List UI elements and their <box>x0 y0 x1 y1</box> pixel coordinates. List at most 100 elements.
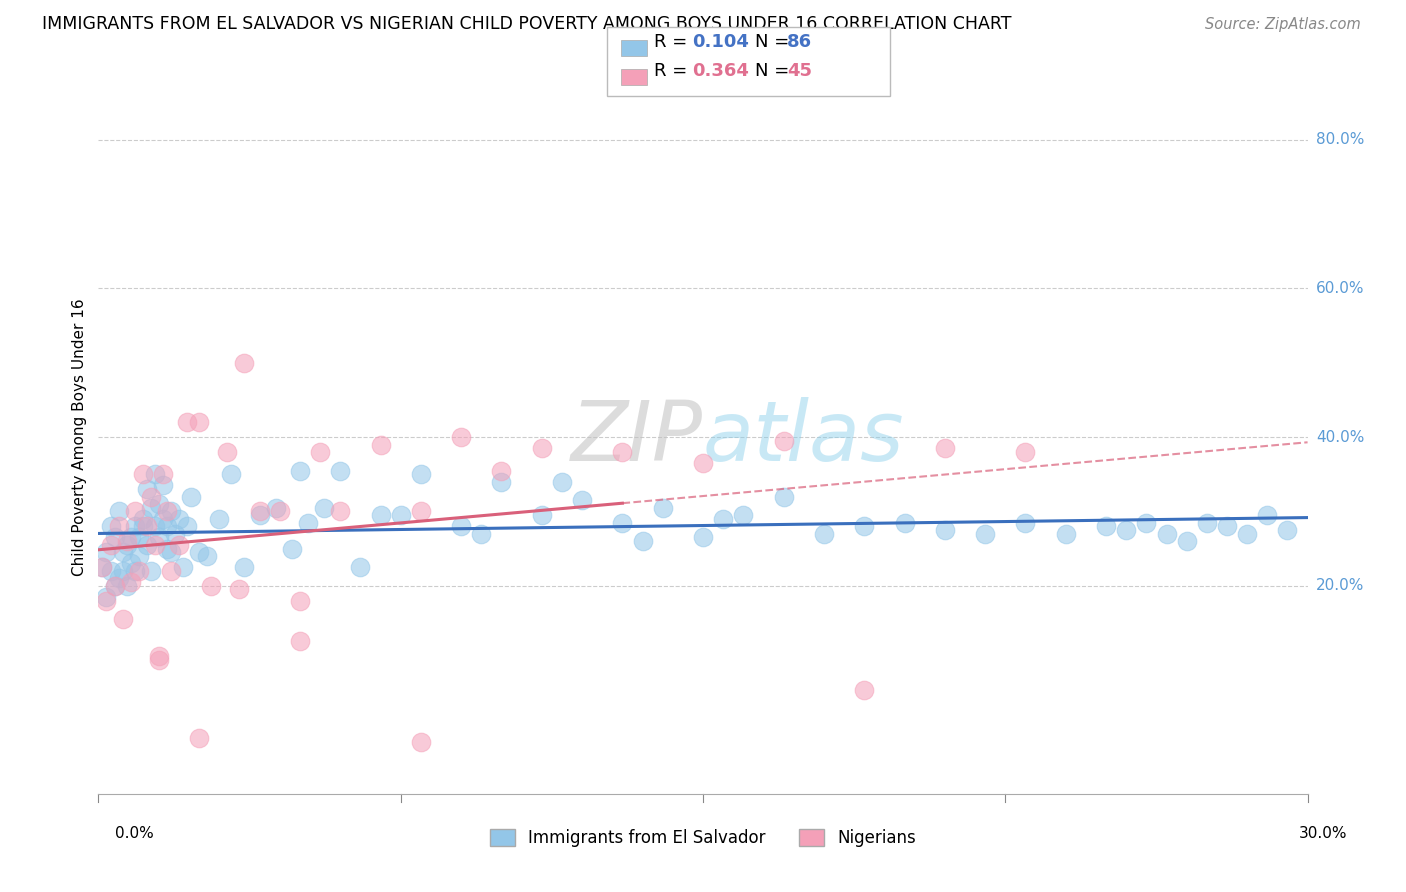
Point <box>128 564 150 578</box>
Point <box>450 430 472 444</box>
Point <box>156 519 179 533</box>
Point <box>107 571 129 585</box>
Point <box>491 475 513 489</box>
Point <box>409 504 432 518</box>
Text: IMMIGRANTS FROM EL SALVADOR VS NIGERIAN CHILD POVERTY AMONG BOYS UNDER 16 CORREL: IMMIGRANTS FROM EL SALVADOR VS NIGERIAN … <box>42 14 1012 32</box>
Point <box>143 538 166 552</box>
Point <box>232 560 254 574</box>
Point <box>143 519 166 533</box>
Point <box>160 564 183 578</box>
Point <box>100 538 122 552</box>
Point <box>172 560 194 574</box>
Point <box>612 445 634 459</box>
Point <box>167 512 190 526</box>
Point <box>1135 516 1157 530</box>
Point <box>530 442 553 455</box>
Point <box>349 560 371 574</box>
Point <box>120 557 142 571</box>
Point <box>692 530 714 544</box>
Point <box>188 731 211 746</box>
Point <box>1256 508 1278 523</box>
Text: 40.0%: 40.0% <box>1316 430 1364 444</box>
Point <box>772 490 794 504</box>
Point <box>132 512 155 526</box>
Point <box>1195 516 1218 530</box>
Point <box>135 519 157 533</box>
Point <box>148 497 170 511</box>
Point <box>530 508 553 523</box>
Point <box>188 415 211 429</box>
Point <box>772 434 794 448</box>
Point <box>1156 526 1178 541</box>
Point <box>813 526 835 541</box>
Point <box>217 445 239 459</box>
Point <box>124 504 146 518</box>
Point <box>143 467 166 482</box>
Point <box>1175 534 1198 549</box>
Point <box>208 512 231 526</box>
Text: R =: R = <box>654 33 693 51</box>
Point <box>100 519 122 533</box>
Point <box>124 564 146 578</box>
Point <box>135 482 157 496</box>
Point <box>160 545 183 559</box>
Point <box>124 519 146 533</box>
Point <box>571 493 593 508</box>
Point <box>180 490 202 504</box>
Point <box>139 500 162 515</box>
Point <box>853 682 876 697</box>
Text: 0.104: 0.104 <box>692 33 748 51</box>
Point <box>139 490 162 504</box>
Point <box>733 508 755 523</box>
Point <box>389 508 412 523</box>
Text: 0.0%: 0.0% <box>115 827 155 841</box>
Text: Source: ZipAtlas.com: Source: ZipAtlas.com <box>1205 17 1361 31</box>
Point <box>288 634 311 648</box>
Point <box>1216 519 1239 533</box>
Point <box>692 456 714 470</box>
Point <box>470 526 492 541</box>
Point <box>115 538 138 552</box>
Point <box>1054 526 1077 541</box>
Text: N =: N = <box>755 62 794 79</box>
Point <box>1014 516 1036 530</box>
Point <box>314 500 336 515</box>
Point <box>288 593 311 607</box>
Legend: Immigrants from El Salvador, Nigerians: Immigrants from El Salvador, Nigerians <box>484 822 922 854</box>
Point <box>409 735 432 749</box>
Point <box>111 564 134 578</box>
Point <box>103 579 125 593</box>
Text: 60.0%: 60.0% <box>1316 281 1364 296</box>
Text: 80.0%: 80.0% <box>1316 132 1364 147</box>
Point <box>148 653 170 667</box>
Point <box>139 564 162 578</box>
Point <box>269 504 291 518</box>
Text: atlas: atlas <box>703 397 904 477</box>
Point <box>148 530 170 544</box>
Point <box>232 356 254 370</box>
Point <box>612 516 634 530</box>
Point <box>120 574 142 589</box>
Point <box>156 504 179 518</box>
Point <box>551 475 574 489</box>
Point <box>163 526 186 541</box>
Point <box>132 519 155 533</box>
Point <box>103 530 125 544</box>
Point <box>176 519 198 533</box>
Point <box>128 549 150 563</box>
Point <box>297 516 319 530</box>
Point <box>200 579 222 593</box>
Point <box>176 415 198 429</box>
Point <box>249 508 271 523</box>
Point <box>370 437 392 451</box>
Point <box>309 445 332 459</box>
Point <box>329 464 352 478</box>
Point <box>631 534 654 549</box>
Point <box>221 467 243 482</box>
Point <box>107 504 129 518</box>
Point <box>934 523 956 537</box>
Point <box>409 467 432 482</box>
Text: 30.0%: 30.0% <box>1299 827 1347 841</box>
Text: 0.364: 0.364 <box>692 62 748 79</box>
Point <box>96 590 118 604</box>
